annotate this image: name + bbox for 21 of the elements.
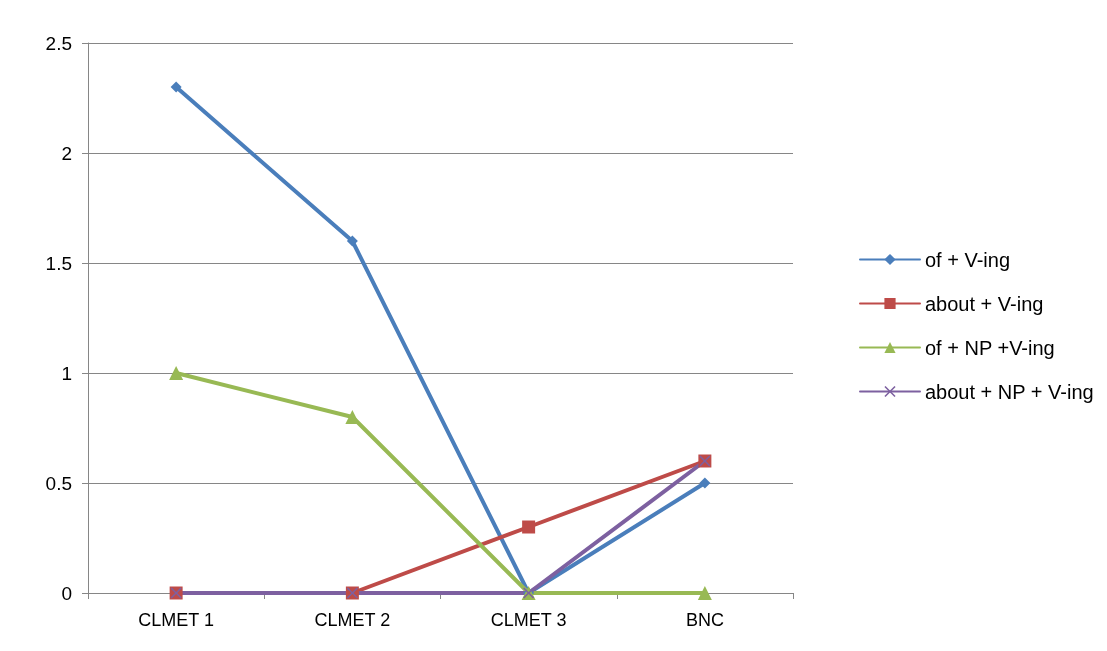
y-tick-label: 0 (61, 582, 72, 604)
legend-label: about + V-ing (925, 292, 1044, 315)
y-tick-label: 1 (61, 362, 72, 384)
legend-label: of + NP +V-ing (925, 336, 1055, 359)
x-tick-label: CLMET 1 (138, 610, 214, 630)
point (346, 235, 358, 247)
y-tick-label: 2 (61, 142, 72, 164)
point (697, 586, 712, 600)
point (522, 520, 536, 534)
x-tick-label: CLMET 3 (490, 610, 567, 630)
x-tick-label: CLMET 2 (314, 610, 391, 630)
y-tick-label: 2.5 (45, 32, 72, 54)
point (345, 410, 360, 424)
point (170, 81, 182, 93)
legend-label: of + V-ing (925, 248, 1011, 271)
x-tick-label: BNC (685, 610, 724, 630)
y-tick-label: 1.5 (45, 252, 72, 274)
point (169, 366, 184, 380)
y-tick-label: 0.5 (45, 472, 72, 494)
legend-label: about + NP + V-ing (925, 380, 1094, 403)
point (699, 477, 711, 489)
